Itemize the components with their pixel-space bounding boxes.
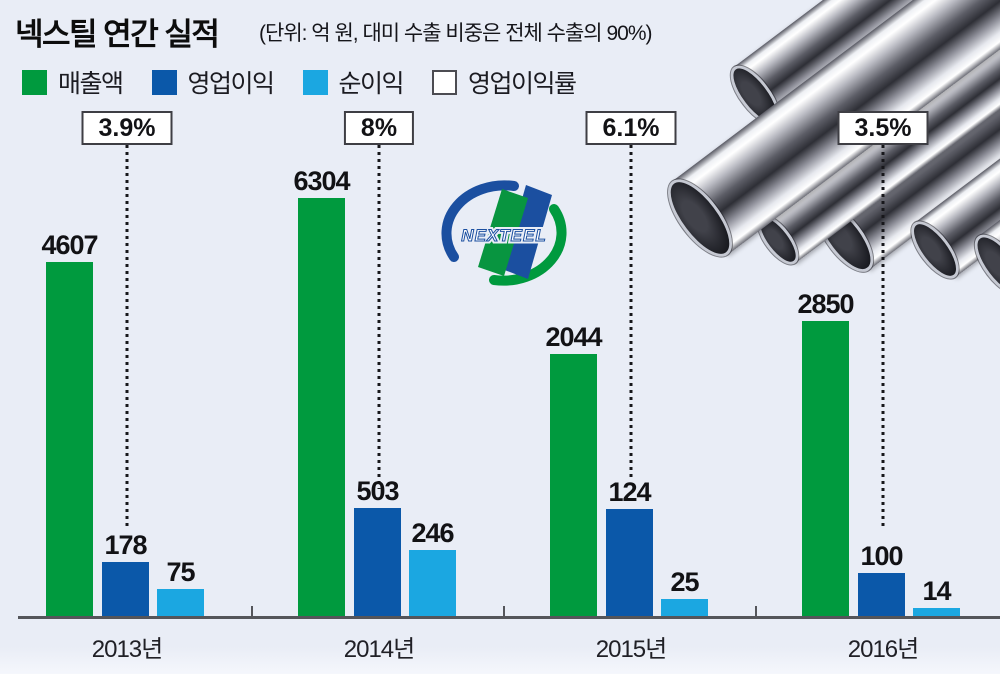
bar-revenue [802,321,849,617]
logo-text-halo: NEXTEEL [461,226,546,245]
steel-pipe [672,0,1000,255]
steel-pipe [733,0,1000,123]
bar-value-label: 246 [411,518,454,548]
operating-profit-swatch [151,69,177,95]
bar-operating-profit [606,509,653,617]
bar-revenue [298,198,345,617]
bar-value-label: 503 [356,476,399,506]
bar-net-profit [157,589,204,617]
year-label: 2016년 [847,636,919,663]
legend-item-net-profit: 순이익 [302,64,405,100]
margin-leader-line [629,145,633,479]
logo-green-arc [489,204,567,286]
legend: 매출액 영업이익 순이익 영업이익률 [22,64,605,100]
logo-text: NEXTEEL [461,226,546,245]
bar-value-label: 4607 [41,230,98,260]
x-axis-tick [503,606,505,616]
year-label: 2014년 [343,636,415,663]
operating-margin-box: 3.9% [81,111,173,145]
legend-item-operating-margin: 영업이익률 [432,64,577,100]
bar-value-label: 2850 [797,289,854,319]
logo-green-bar [478,189,528,276]
steel-pipe [781,0,1000,193]
year-label: 2015년 [595,636,667,663]
bar-revenue [550,354,597,617]
year-label: 2013년 [91,636,163,663]
bar-value-label: 124 [608,477,651,507]
page-title: 넥스틸 연간 실적 [15,17,220,52]
steel-pipe [859,0,1000,45]
page-subtitle: (단위: 억 원, 대미 수출 비중은 전체 수출의 90%) [259,22,652,45]
bar-value-label: 14 [922,576,951,606]
margin-leader-line [881,145,885,528]
net-profit-swatch [302,69,328,95]
steel-pipe [955,0,1000,216]
legend-label: 매출액 [58,70,124,98]
legend-label: 영업이익률 [468,70,577,98]
steel-pipe [932,0,1000,114]
legend-item-operating-profit: 영업이익 [151,64,276,100]
bar-value-label: 25 [670,567,699,597]
bar-value-label: 75 [166,557,195,587]
logo-blue-bar [502,185,552,279]
x-axis-tick [251,606,253,616]
operating-margin-box: 8% [343,111,415,145]
steel-pipe [978,0,1000,294]
bar-value-label: 178 [104,530,147,560]
x-axis-tick [755,606,757,616]
margin-leader-line [125,145,129,528]
margin-leader-line [377,145,381,489]
revenue-swatch [22,69,47,95]
bar-net-profit [661,599,708,617]
bar-operating-profit [354,508,401,617]
operating-margin-box: 3.5% [837,111,929,145]
operating-margin-box: 6.1% [585,111,677,145]
bar-value-label: 2044 [545,322,602,352]
bar-value-label: 100 [860,541,903,571]
nexteel-logo: NEXTEEL NEXTEEL [438,177,570,296]
bar-operating-profit [102,562,149,617]
bar-value-label: 6304 [293,166,350,196]
bar-operating-profit [858,573,905,617]
legend-item-revenue: 매출액 [22,64,124,100]
operating-margin-swatch [432,69,458,95]
bar-net-profit [409,550,456,617]
legend-label: 영업이익 [187,70,276,98]
logo-blue-arc [441,180,519,262]
bar-net-profit [913,608,960,617]
legend-label: 순이익 [338,70,405,98]
bar-revenue [46,262,93,617]
x-axis [18,616,1000,619]
steel-pipe [845,0,1000,86]
